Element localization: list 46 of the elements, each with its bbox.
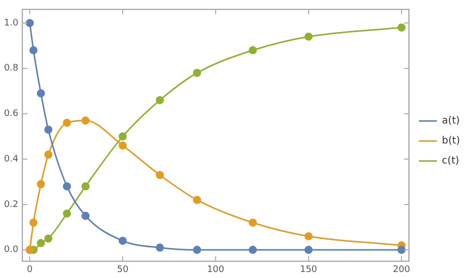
point <box>304 32 313 41</box>
x-tick-label: 50 <box>116 264 129 275</box>
y-tick-label: 1.0 <box>4 18 19 28</box>
point <box>192 246 202 254</box>
point <box>29 46 38 54</box>
legend-label: a(t) <box>442 116 460 127</box>
point <box>62 182 71 190</box>
point <box>81 182 90 190</box>
point <box>248 246 257 254</box>
point <box>397 24 406 32</box>
point <box>44 234 52 243</box>
y-tick-label: 0.6 <box>4 109 19 120</box>
point <box>81 212 90 220</box>
point <box>248 218 257 227</box>
y-tick-label: 0.4 <box>4 154 19 164</box>
y-tick-label: 0.2 <box>4 200 18 210</box>
y-tick-label: 0.0 <box>4 245 19 256</box>
point <box>156 244 164 252</box>
point <box>44 126 52 134</box>
point <box>156 170 164 180</box>
point <box>29 218 38 227</box>
point <box>26 18 34 28</box>
point <box>118 132 127 140</box>
point <box>44 150 52 159</box>
point <box>248 46 257 54</box>
point <box>81 116 90 125</box>
point <box>118 141 127 150</box>
point <box>304 232 313 240</box>
point <box>192 68 202 77</box>
point <box>118 236 127 245</box>
legend-label: b(t) <box>442 136 460 147</box>
point <box>304 246 313 254</box>
x-tick-label: 0 <box>26 264 33 275</box>
x-tick-label: 100 <box>207 264 224 275</box>
point <box>156 96 164 104</box>
legend-label: c(t) <box>442 156 460 167</box>
point <box>192 196 202 204</box>
point <box>62 118 71 127</box>
x-tick-label: 200 <box>392 264 410 275</box>
y-tick-label: 0.8 <box>4 64 19 74</box>
point <box>36 89 45 98</box>
point <box>36 239 45 248</box>
point <box>62 210 71 218</box>
point <box>397 246 406 254</box>
point <box>36 180 45 188</box>
x-tick-label: 150 <box>300 264 318 275</box>
